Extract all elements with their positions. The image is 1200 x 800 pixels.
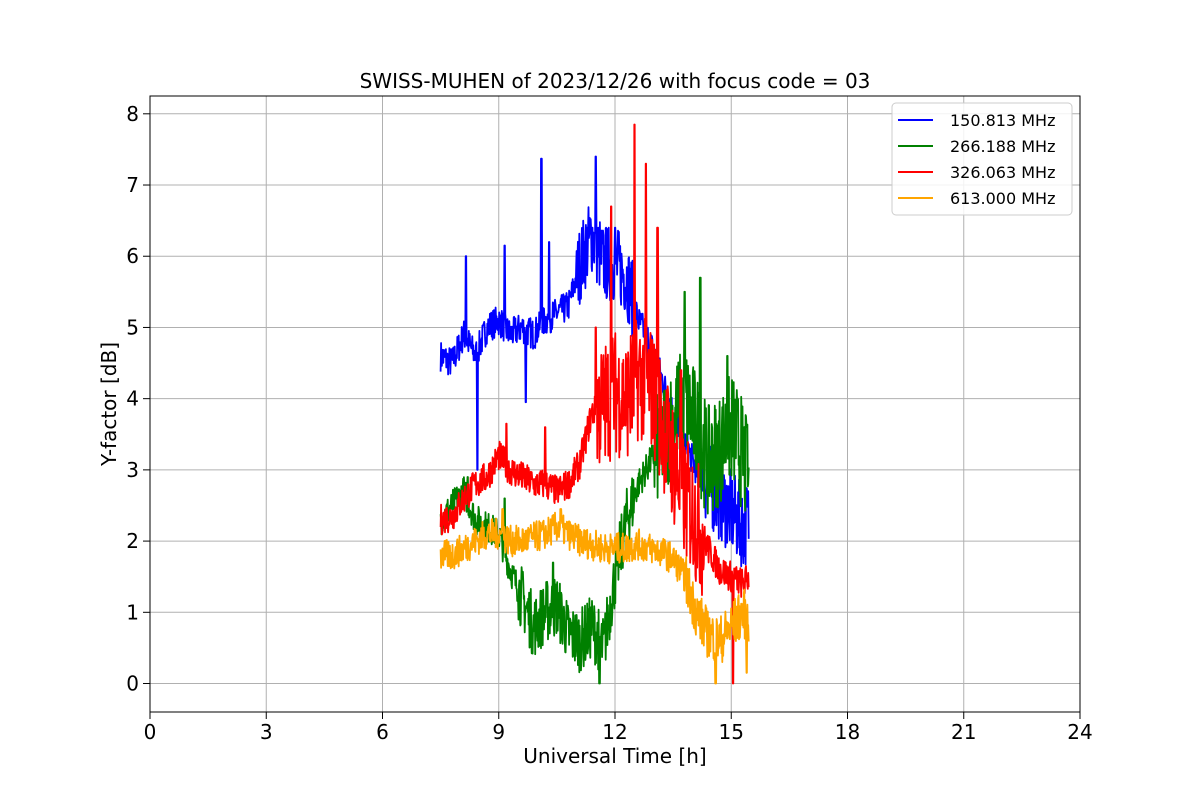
x-axis-label: Universal Time [h] xyxy=(523,744,706,768)
series-line-613-000-mhz xyxy=(439,508,750,685)
y-tick-label: 3 xyxy=(126,458,139,482)
series-line-326-063-mhz xyxy=(439,123,750,685)
x-tick-label: 0 xyxy=(144,720,157,744)
series-layer xyxy=(439,123,750,685)
y-tick-label: 4 xyxy=(126,387,139,411)
legend-label-326-063-mhz: 326.063 MHz xyxy=(950,163,1055,182)
y-tick-label: 6 xyxy=(126,244,139,268)
chart-title: SWISS-MUHEN of 2023/12/26 with focus cod… xyxy=(360,69,871,93)
x-tick-label: 21 xyxy=(951,720,976,744)
y-tick-label: 1 xyxy=(126,600,139,624)
series-line-266-188-mhz xyxy=(439,276,750,685)
y-axis: 0 1 2 3 4 5 6 7 8 xyxy=(126,102,150,696)
x-tick-label: 9 xyxy=(492,720,505,744)
legend: 150.813 MHz 266.188 MHz 326.063 MHz 613.000… xyxy=(891,102,1073,216)
y-tick-label: 8 xyxy=(126,102,139,126)
y-tick-label: 0 xyxy=(126,672,139,696)
y-tick-label: 5 xyxy=(126,315,139,339)
x-tick-label: 15 xyxy=(719,720,744,744)
x-axis: 0 3 6 9 12 15 18 21 24 xyxy=(144,712,1093,744)
x-tick-label: 6 xyxy=(376,720,389,744)
legend-box xyxy=(891,102,1073,216)
x-tick-label: 18 xyxy=(835,720,860,744)
legend-label-150-813-mhz: 150.813 MHz xyxy=(950,111,1055,130)
legend-label-266-188-mhz: 266.188 MHz xyxy=(950,137,1055,156)
x-tick-label: 24 xyxy=(1067,720,1092,744)
legend-label-613-000-mhz: 613.000 MHz xyxy=(950,189,1055,208)
y-axis-label: Y-factor [dB] xyxy=(97,342,121,467)
y-tick-label: 2 xyxy=(126,529,139,553)
x-tick-label: 3 xyxy=(260,720,273,744)
y-tick-label: 7 xyxy=(126,173,139,197)
x-tick-label: 12 xyxy=(602,720,627,744)
